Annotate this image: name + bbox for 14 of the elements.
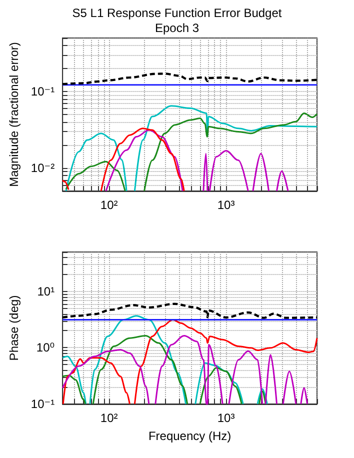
y-tick-label: 10⁻² — [30, 160, 55, 175]
chart-subtitle: Epoch 3 — [154, 21, 200, 35]
x-tick-label: 10³ — [217, 411, 235, 425]
chart-title: S5 L1 Response Function Error Budget — [72, 6, 282, 20]
y-tick-label: 10⁰ — [36, 340, 55, 355]
y-tick-label: 10⁻¹ — [30, 397, 55, 411]
x-tick-label: 10² — [100, 411, 118, 425]
y-tick-label: 10¹ — [37, 284, 55, 298]
x-tick-label: 10² — [100, 198, 118, 212]
x-tick-label: 10³ — [217, 198, 235, 212]
x-axis-title: Frequency (Hz) — [148, 429, 232, 443]
y-tick-label: 10⁻¹ — [30, 84, 55, 98]
y-axis-title: Phase (deg) — [7, 295, 21, 361]
y-axis-title: Magnitude (fractional error) — [7, 42, 21, 187]
